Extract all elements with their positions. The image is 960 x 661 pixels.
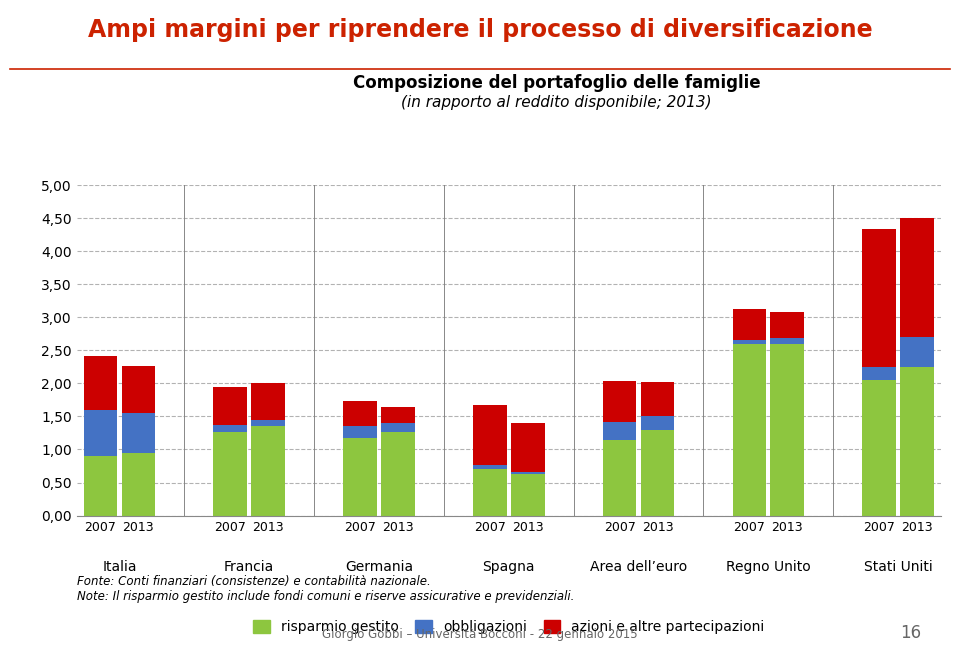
Bar [603, 440, 636, 516]
Bar [213, 387, 247, 425]
Bar [343, 401, 377, 426]
Text: Composizione del portafoglio delle famiglie: Composizione del portafoglio delle famig… [353, 73, 760, 92]
Bar [84, 356, 117, 410]
Bar [640, 430, 675, 516]
Text: Spagna: Spagna [483, 560, 535, 574]
Bar [511, 472, 544, 474]
Bar [900, 367, 934, 516]
Text: Stati Uniti: Stati Uniti [864, 560, 932, 574]
Bar [122, 453, 156, 516]
Bar [511, 423, 544, 472]
Bar [732, 344, 766, 516]
Bar [252, 383, 285, 420]
Bar [771, 312, 804, 338]
Text: Regno Unito: Regno Unito [726, 560, 811, 574]
Bar [343, 426, 377, 438]
Text: Fonte: Conti finanziari (consistenze) e contabilità nazionale.: Fonte: Conti finanziari (consistenze) e … [77, 575, 430, 588]
Text: Ampi margini per riprendere il processo di diversificazione: Ampi margini per riprendere il processo … [87, 18, 873, 42]
Bar [603, 422, 636, 440]
Bar [252, 420, 285, 426]
Bar [862, 367, 896, 380]
Bar [862, 380, 896, 516]
Bar [343, 438, 377, 516]
Bar [213, 432, 247, 516]
Bar [511, 474, 544, 516]
Bar [473, 465, 507, 469]
Bar [732, 309, 766, 340]
Bar [603, 381, 636, 422]
Bar [213, 425, 247, 432]
Bar [381, 423, 415, 432]
Bar [473, 469, 507, 516]
Text: Area dell’euro: Area dell’euro [590, 560, 687, 574]
Bar [771, 338, 804, 344]
Bar [122, 413, 156, 453]
Text: (in rapporto al reddito disponibile; 2013): (in rapporto al reddito disponibile; 201… [401, 95, 712, 110]
Bar [900, 337, 934, 367]
Bar [473, 405, 507, 465]
Text: Germania: Germania [345, 560, 413, 574]
Bar [122, 366, 156, 413]
Bar [381, 407, 415, 423]
Bar [252, 426, 285, 516]
Legend: risparmio gestito, obbligazioni, azioni e altre partecipazioni: risparmio gestito, obbligazioni, azioni … [253, 620, 764, 634]
Bar [381, 432, 415, 516]
Bar [862, 229, 896, 367]
Bar [84, 410, 117, 456]
Bar [640, 416, 675, 430]
Text: 16: 16 [900, 624, 922, 642]
Bar [84, 456, 117, 516]
Text: Note: Il risparmio gestito include fondi comuni e riserve assicurative e previde: Note: Il risparmio gestito include fondi… [77, 590, 574, 603]
Bar [732, 340, 766, 344]
Text: Giorgio Gobbi – Università Bocconi - 22 gennaio 2015: Giorgio Gobbi – Università Bocconi - 22 … [323, 628, 637, 641]
Text: Francia: Francia [224, 560, 275, 574]
Bar [771, 344, 804, 516]
Bar [900, 218, 934, 337]
Text: Italia: Italia [102, 560, 136, 574]
Bar [640, 382, 675, 416]
